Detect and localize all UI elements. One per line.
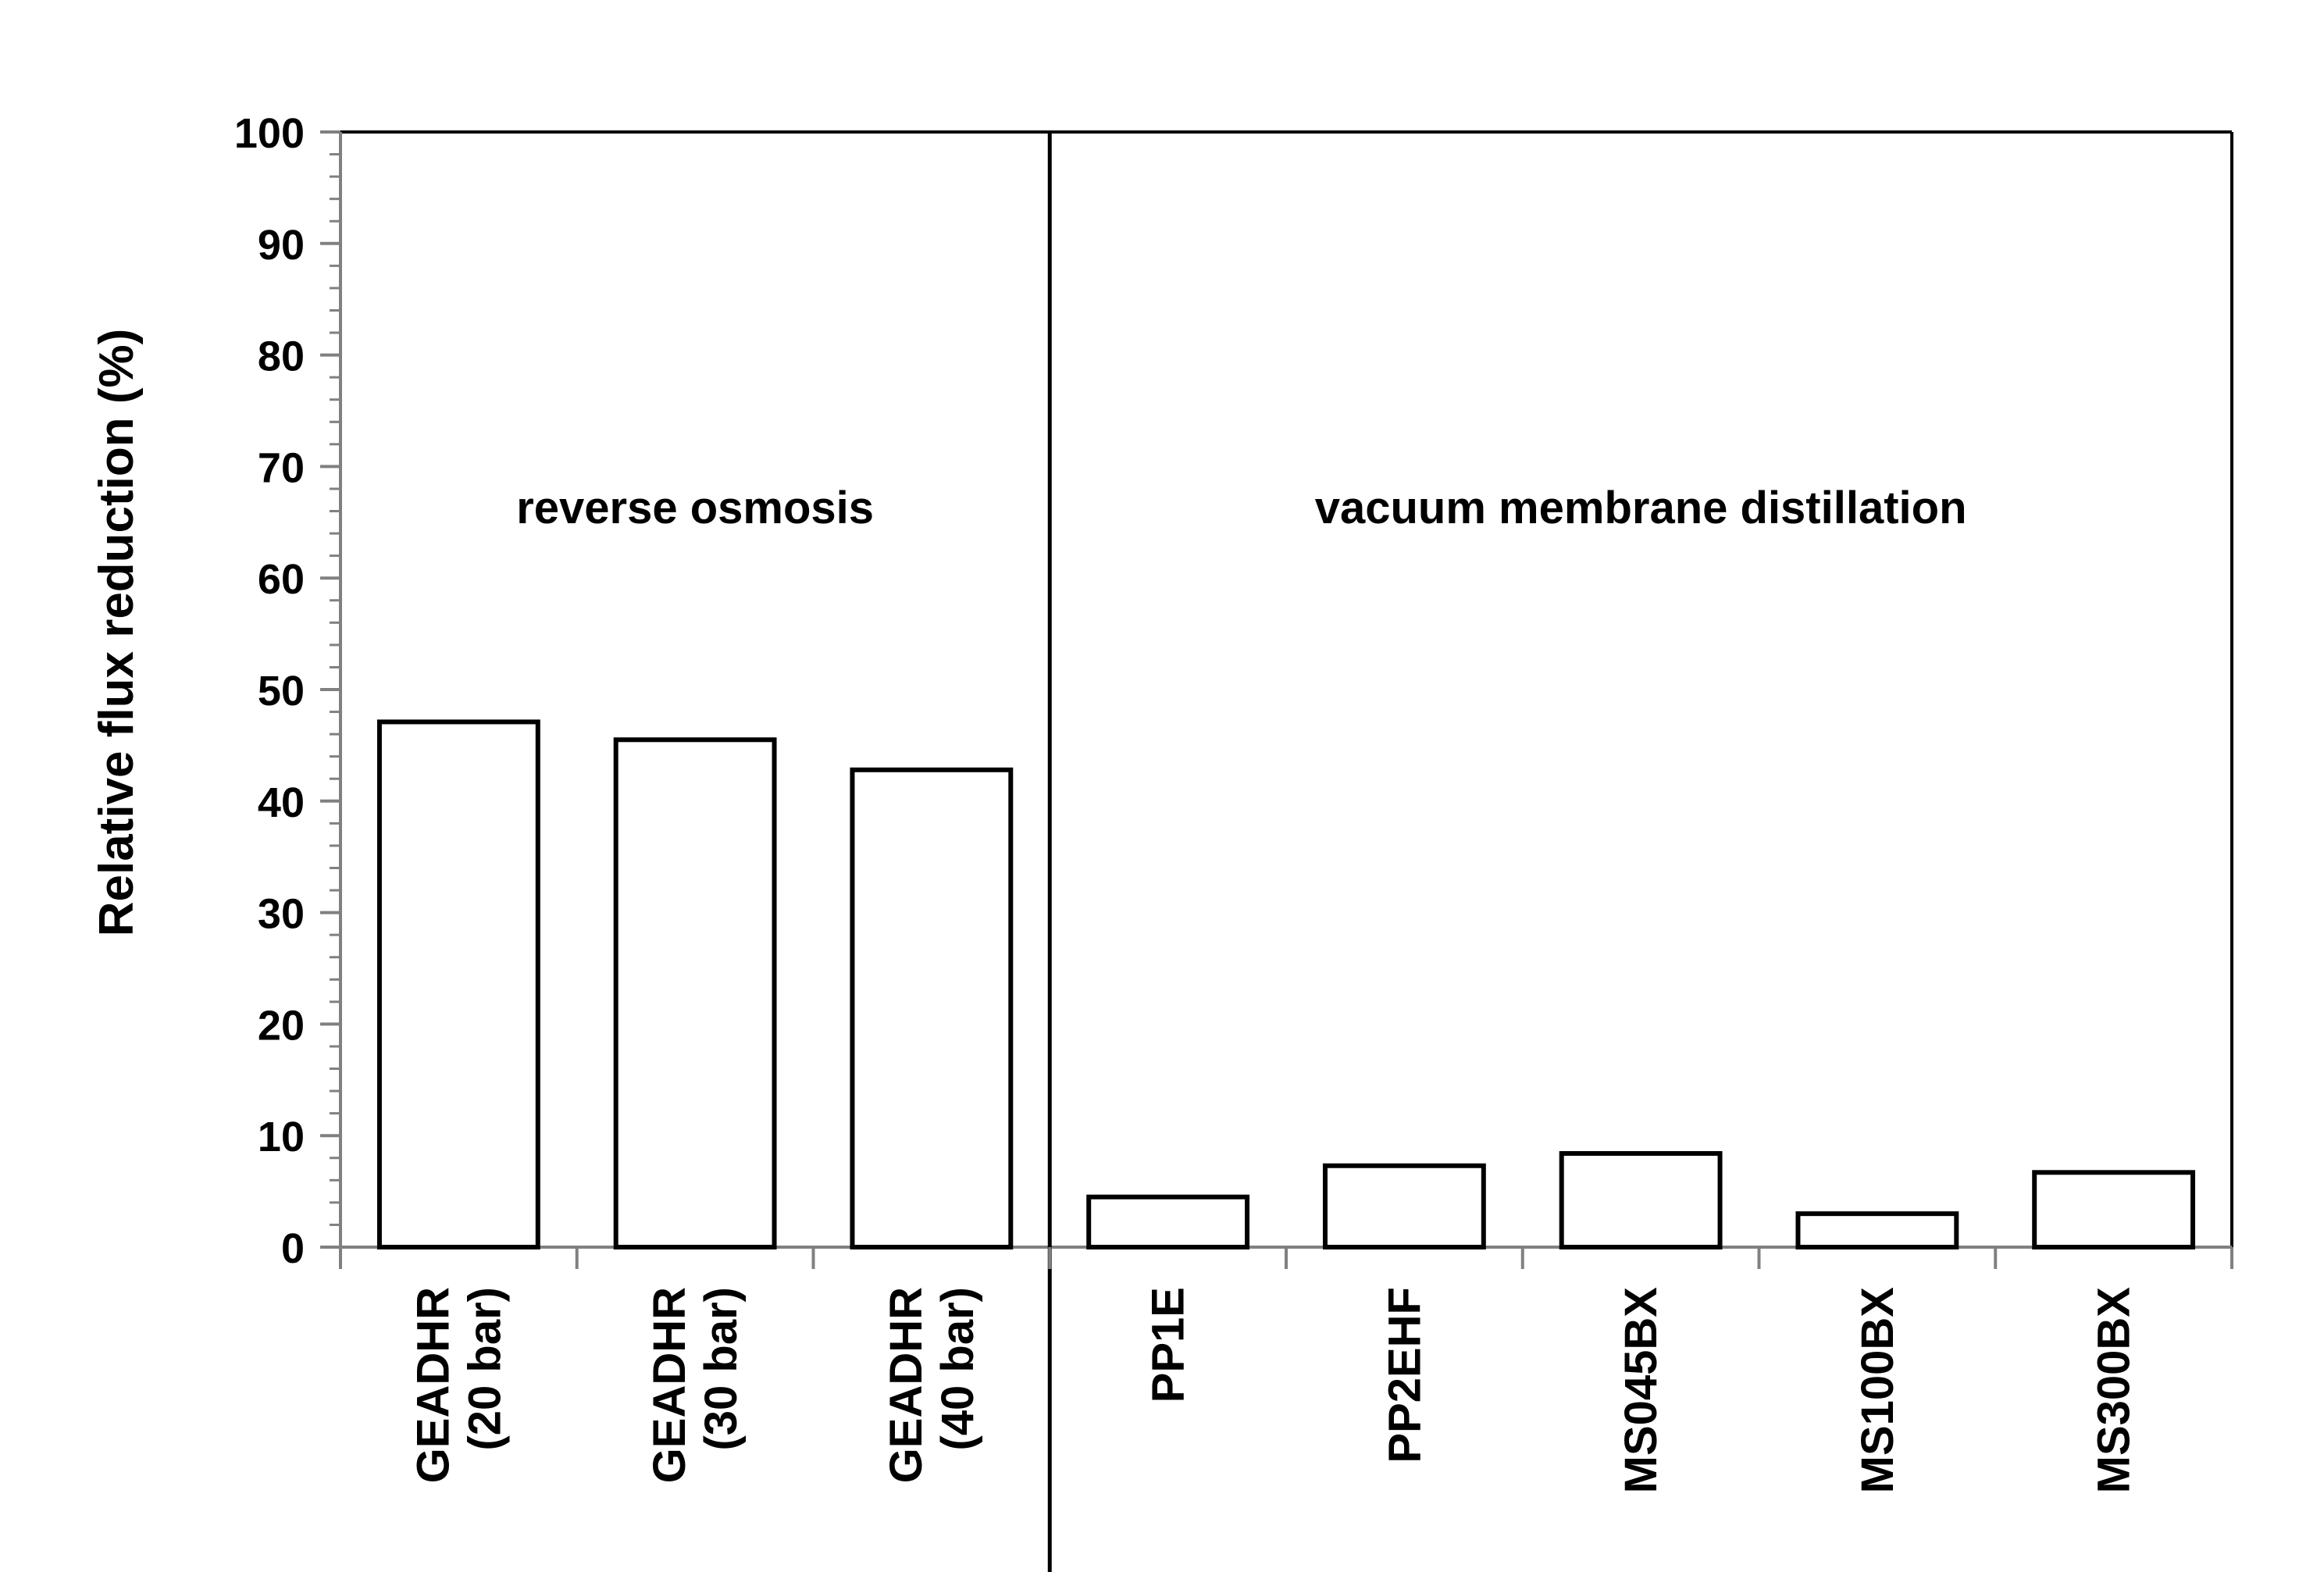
y-tick-label: 10	[258, 1114, 305, 1160]
bar	[1086, 1194, 1250, 1249]
group-label: vacuum membrane distillation	[1315, 483, 1967, 533]
y-tick-label: 0	[281, 1225, 305, 1272]
axis-ticks	[320, 130, 2233, 1269]
bar	[613, 737, 777, 1249]
bars	[376, 719, 2196, 1250]
bar	[376, 719, 540, 1249]
group-label: reverse osmosis	[516, 483, 874, 533]
y-tick-label: 40	[258, 779, 305, 826]
x-tick-label: GEADHR	[408, 1287, 458, 1483]
y-tick-label: 90	[258, 222, 305, 269]
y-tick-label: 100	[234, 110, 305, 157]
bar	[1322, 1163, 1486, 1249]
y-tick-label: 80	[258, 333, 305, 380]
bar	[1795, 1211, 1959, 1250]
x-tick-label: (30 bar)	[696, 1287, 747, 1451]
x-tick-label: MS300BX	[2089, 1287, 2140, 1494]
x-tick-label: GEADHR	[881, 1287, 932, 1483]
x-tick-label: (20 bar)	[459, 1287, 510, 1451]
bar	[1559, 1151, 1723, 1249]
x-tick-label: GEADHR	[644, 1287, 695, 1483]
y-tick-label: 30	[258, 891, 305, 938]
y-tick-label: 20	[258, 1002, 305, 1049]
x-tick-label: MS045BX	[1616, 1287, 1666, 1494]
bar	[850, 767, 1014, 1249]
x-tick-label: (40 bar)	[932, 1287, 983, 1451]
x-tick-label: MS100BX	[1852, 1287, 1903, 1494]
x-tick-label: PP1E	[1143, 1287, 1194, 1403]
x-tick-label: PP2EHF	[1379, 1287, 1430, 1463]
y-tick-label: 70	[258, 444, 305, 491]
bar	[2032, 1170, 2196, 1249]
y-axis-label: Relative flux reduction (%)	[90, 329, 144, 937]
y-tick-label: 50	[258, 668, 305, 715]
y-tick-label: 60	[258, 556, 305, 603]
